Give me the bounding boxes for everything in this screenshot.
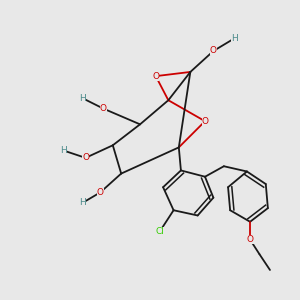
Text: O: O (202, 117, 208, 126)
Text: H: H (79, 94, 86, 103)
Text: O: O (152, 72, 159, 81)
Text: O: O (97, 188, 104, 197)
Text: O: O (100, 104, 107, 113)
Text: Cl: Cl (155, 227, 164, 236)
Text: H: H (60, 146, 67, 155)
Text: O: O (82, 153, 89, 162)
Text: H: H (231, 34, 238, 43)
Text: H: H (79, 198, 86, 207)
Text: O: O (247, 235, 254, 244)
Text: O: O (210, 46, 217, 56)
